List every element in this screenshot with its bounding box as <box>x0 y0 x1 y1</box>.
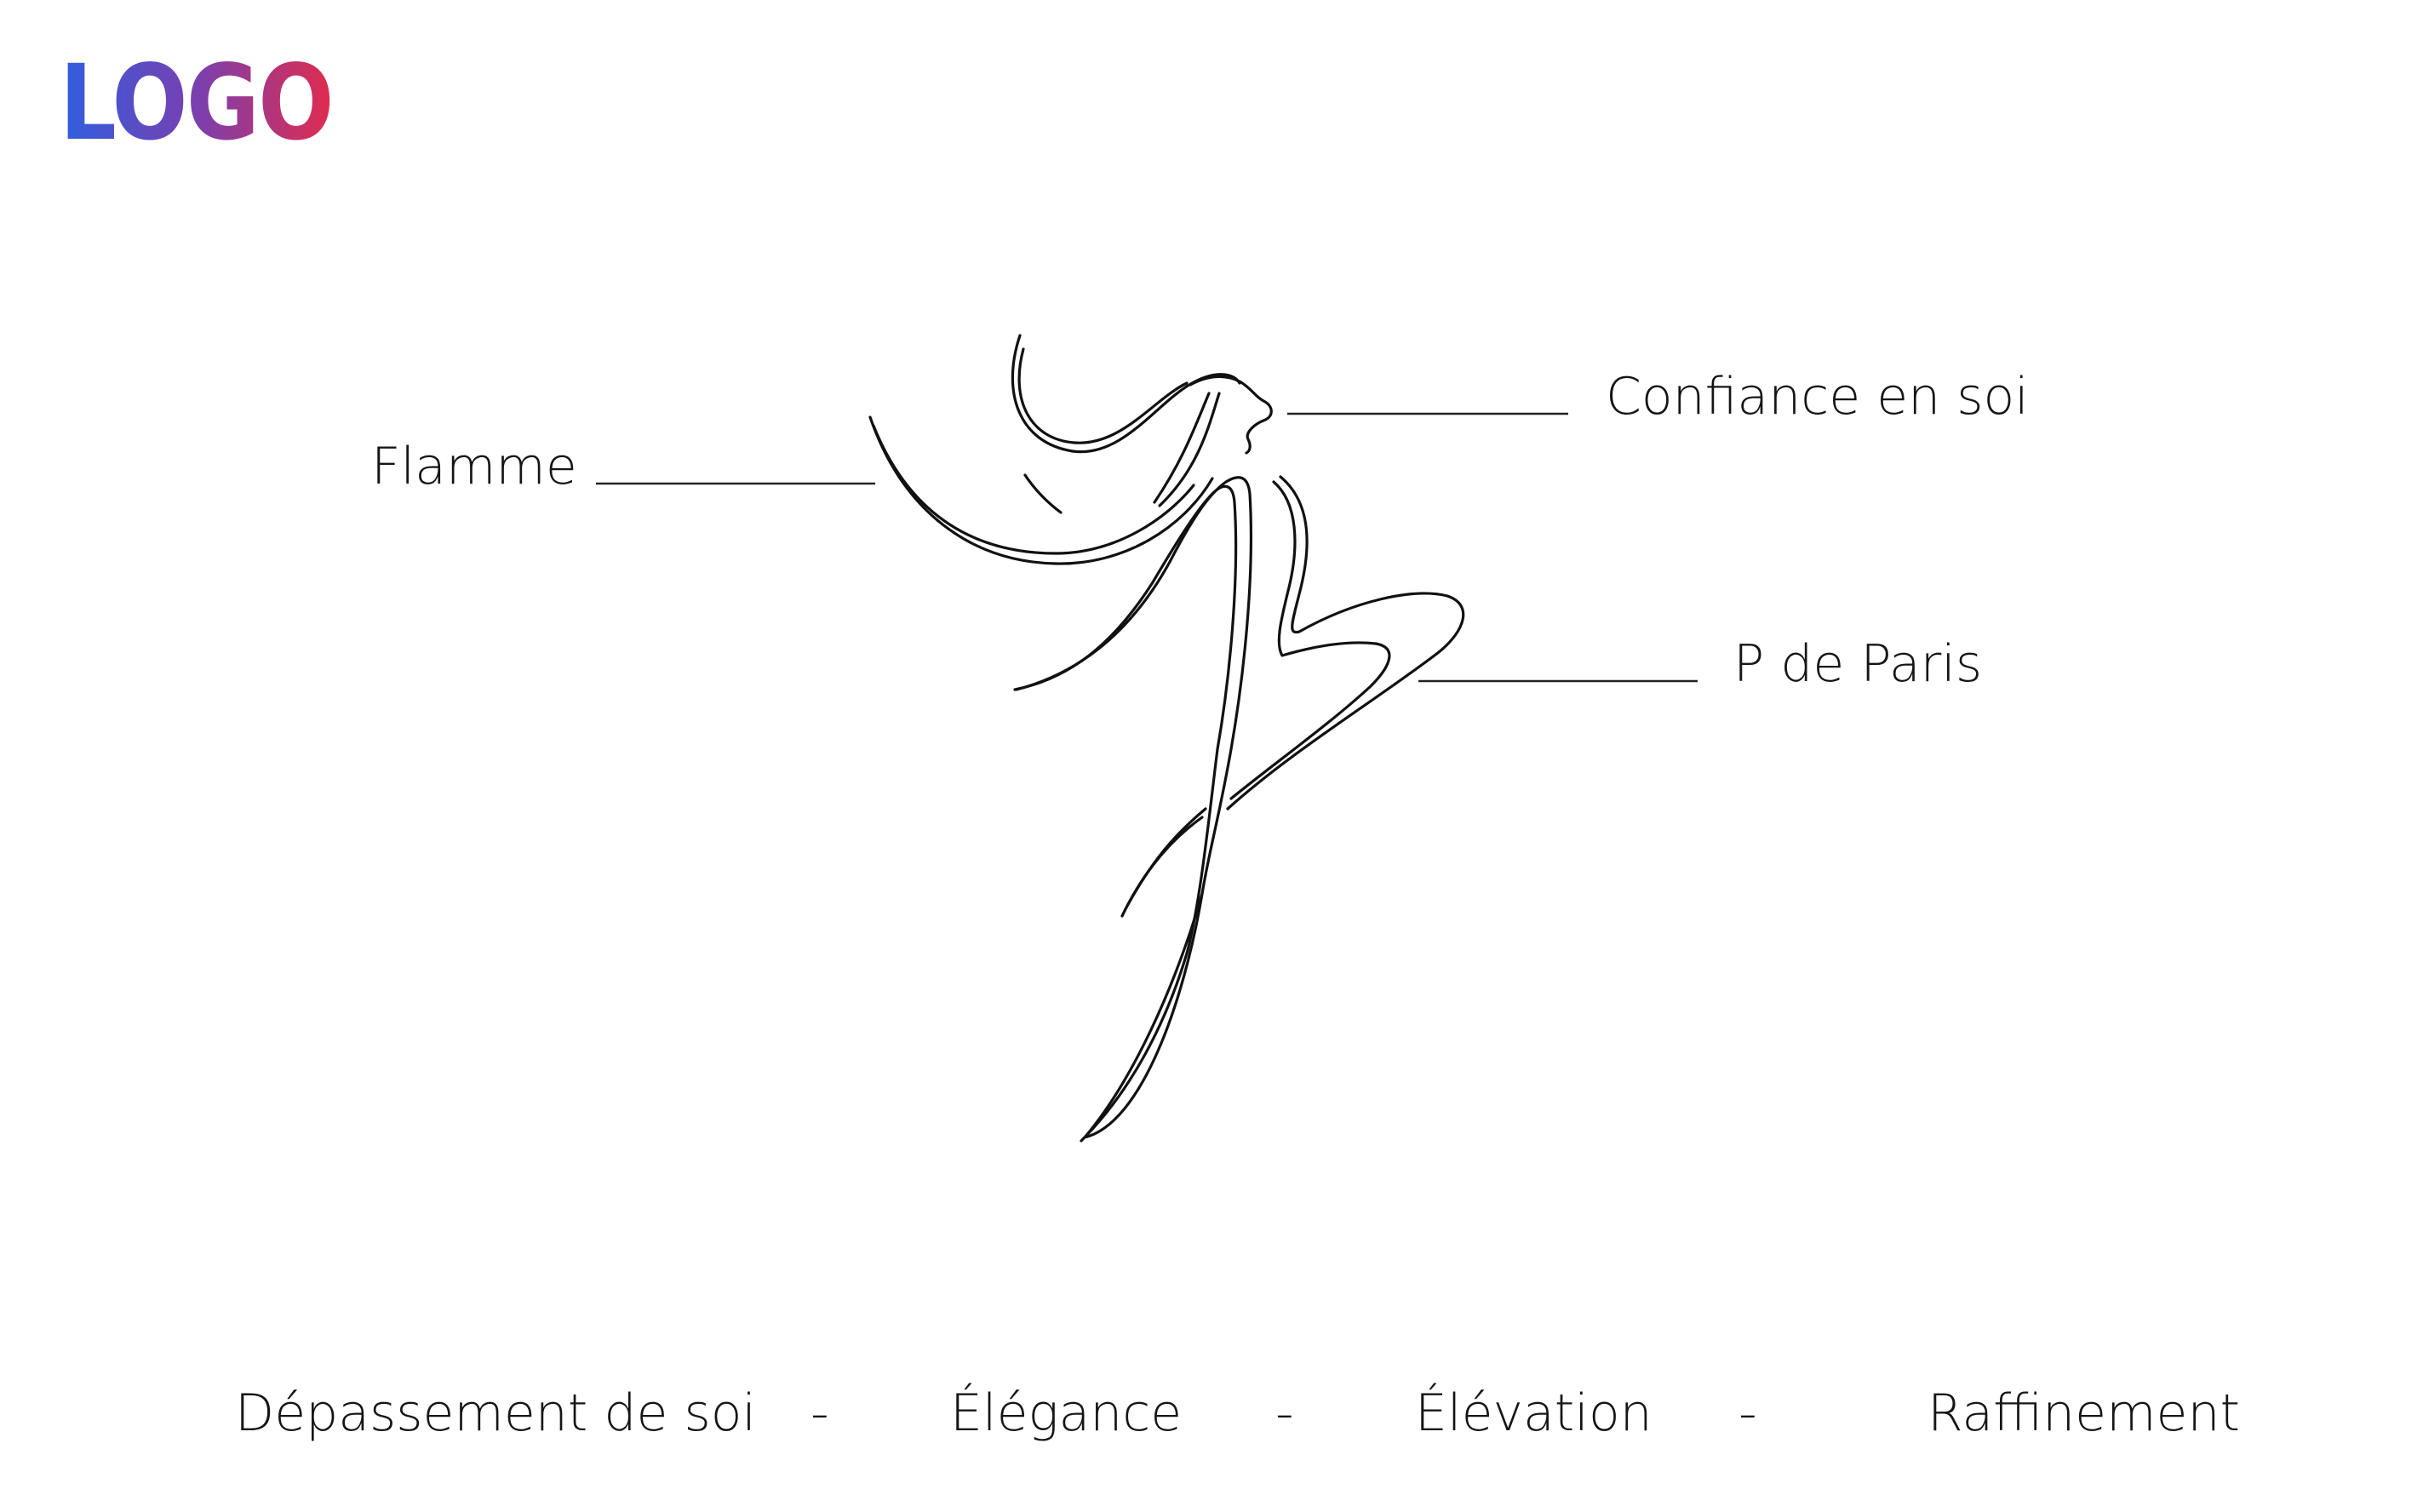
hair-flame-stroke <box>1011 334 1241 454</box>
arm-sweep-inner-stroke <box>1013 484 1238 751</box>
face-line-inner-stroke <box>1158 392 1221 507</box>
value-raffinement: Raffinement <box>1928 1383 2241 1443</box>
p-loop-outer-stroke <box>1226 475 1465 810</box>
value-separator: - <box>1275 1383 1294 1443</box>
value-elevation: Élévation <box>1415 1383 1653 1443</box>
label-flamme: Flamme <box>371 437 577 496</box>
hair-hook-stroke <box>1023 473 1063 514</box>
value-depassement: Dépassement de soi <box>235 1383 757 1443</box>
value-elegance: Élégance <box>950 1383 1183 1443</box>
value-separator: - <box>1738 1383 1757 1443</box>
logo: LOGO <box>60 43 334 163</box>
flame-arc-stroke <box>868 415 1214 565</box>
value-separator: - <box>811 1383 829 1443</box>
p-loop-stroke <box>1229 480 1391 800</box>
face-line-stroke <box>1153 392 1211 504</box>
head-profile-stroke <box>1189 375 1273 455</box>
label-p-de-paris: P de Paris <box>1733 634 1983 694</box>
arm-sweep-stroke <box>1015 476 1253 896</box>
label-confiance-en-soi: Confiance en soi <box>1606 367 2029 427</box>
brand-values-row: Dépassement de soi - Élégance - Élévatio… <box>0 1388 2423 1456</box>
leg-stroke <box>1083 892 1204 1139</box>
hair-flame-inner-stroke <box>1017 347 1189 444</box>
lower-hook-inner-stroke <box>1126 807 1207 908</box>
flame-arc-inner-stroke <box>872 424 1195 555</box>
lower-hook-stroke <box>1120 816 1204 918</box>
leg-stroke-main <box>1080 747 1219 1143</box>
